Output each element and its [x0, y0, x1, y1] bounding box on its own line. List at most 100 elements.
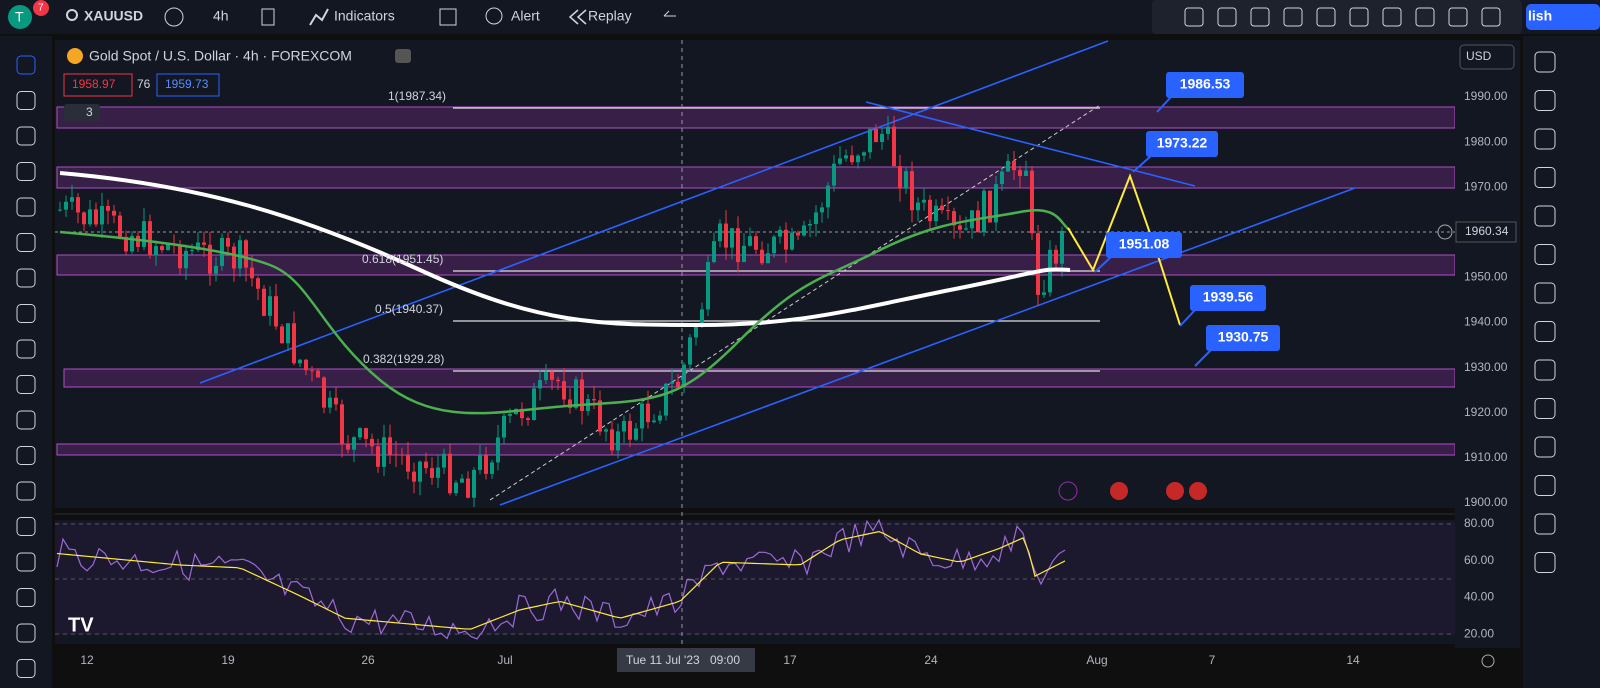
- candle: [748, 236, 752, 246]
- tool-button[interactable]: [16, 339, 36, 359]
- undo[interactable]: [663, 10, 676, 17]
- tool-button[interactable]: [16, 446, 36, 465]
- callout-box: [1206, 325, 1280, 351]
- candle: [640, 403, 644, 429]
- event-icon: [1166, 482, 1184, 500]
- candle: [604, 429, 608, 432]
- tool-button[interactable]: [16, 55, 36, 75]
- candle: [562, 381, 566, 400]
- callout-box: [1146, 131, 1218, 157]
- candle: [670, 381, 674, 384]
- candle: [238, 240, 242, 269]
- drawing-tool[interactable]: [1415, 7, 1435, 27]
- ask: 1959.73: [165, 77, 209, 91]
- side-button[interactable]: [1534, 167, 1556, 188]
- drawing-tool[interactable]: [1349, 7, 1369, 27]
- settings-button[interactable]: [1481, 654, 1495, 668]
- candle: [208, 244, 212, 274]
- candle: [184, 250, 188, 269]
- tool-button[interactable]: [16, 162, 36, 181]
- interval[interactable]: 4h: [213, 8, 229, 24]
- layouts-button[interactable]: [439, 8, 457, 26]
- side-button[interactable]: [1534, 244, 1556, 265]
- side-button[interactable]: [1534, 513, 1556, 535]
- drawing-tool[interactable]: [1217, 7, 1237, 27]
- side-button[interactable]: [1534, 398, 1556, 419]
- candle: [466, 478, 470, 498]
- candle: [376, 446, 380, 467]
- candle: [904, 171, 908, 189]
- tool-button[interactable]: [16, 410, 36, 430]
- tool-button[interactable]: [16, 481, 36, 501]
- candle: [820, 207, 824, 213]
- drawing-tool[interactable]: [1382, 7, 1402, 27]
- candle: [994, 184, 998, 223]
- candle: [412, 471, 416, 482]
- replay[interactable]: Replay: [588, 8, 632, 24]
- alert[interactable]: Alert: [511, 8, 540, 24]
- tool-button[interactable]: [16, 517, 36, 536]
- tool-button[interactable]: [16, 623, 36, 643]
- fib-trend: [489, 104, 1101, 501]
- chart-type[interactable]: [261, 8, 275, 26]
- side-button[interactable]: [1534, 128, 1556, 150]
- tool-button[interactable]: [16, 233, 36, 252]
- publish-button[interactable]: [1526, 4, 1600, 30]
- drawing-tool[interactable]: [1481, 7, 1501, 27]
- drawing-tool[interactable]: [1316, 7, 1336, 27]
- tool-button[interactable]: [16, 375, 36, 394]
- candle: [484, 455, 488, 474]
- drawing-tool[interactable]: [1283, 7, 1303, 27]
- indicators[interactable]: Indicators: [334, 8, 395, 24]
- candle: [358, 428, 362, 438]
- tool-button[interactable]: [16, 197, 36, 217]
- side-button[interactable]: [1534, 90, 1556, 111]
- tool-button[interactable]: [16, 268, 36, 288]
- plus-button[interactable]: [1437, 224, 1453, 240]
- side-button[interactable]: [1534, 359, 1556, 381]
- tool-button[interactable]: [16, 588, 36, 607]
- candle: [418, 461, 422, 482]
- price-axis: [1455, 40, 1520, 648]
- compare-button[interactable]: [164, 7, 184, 27]
- candle: [568, 399, 572, 408]
- fib-label: 1(1987.34): [388, 89, 446, 103]
- candle: [262, 288, 266, 316]
- rsi: [56, 518, 1066, 640]
- candle: [658, 415, 662, 421]
- tool-button[interactable]: [16, 126, 36, 146]
- ask-box[interactable]: [156, 73, 220, 97]
- candle: [352, 437, 356, 450]
- zones: [56, 106, 1456, 456]
- candle: [520, 408, 524, 419]
- side-button[interactable]: [1534, 552, 1556, 573]
- indicator-toggle[interactable]: [64, 104, 100, 122]
- projection: [1067, 173, 1181, 326]
- avatar[interactable]: [8, 5, 32, 29]
- tool-button[interactable]: [16, 304, 36, 323]
- side-button[interactable]: [1534, 282, 1556, 304]
- side-button[interactable]: [1534, 475, 1556, 496]
- tool-button[interactable]: [16, 659, 36, 678]
- candle: [856, 155, 860, 163]
- side-button[interactable]: [1534, 205, 1556, 227]
- symbol[interactable]: XAUUSD: [84, 8, 143, 24]
- tool-button[interactable]: [16, 91, 36, 110]
- side-button[interactable]: [1534, 436, 1556, 458]
- candle: [910, 171, 914, 211]
- tool-button[interactable]: [16, 552, 36, 572]
- candle: [472, 469, 476, 498]
- candle: [784, 229, 788, 250]
- candle: [112, 210, 116, 216]
- drawing-tool[interactable]: [1448, 7, 1468, 27]
- drawing-tool[interactable]: [1184, 7, 1204, 27]
- currency-select[interactable]: [1459, 44, 1515, 70]
- callout-label: 1939.56: [1203, 289, 1254, 305]
- side-button[interactable]: [1534, 321, 1556, 342]
- collapse-button[interactable]: [395, 49, 411, 63]
- side-button[interactable]: [1534, 51, 1556, 73]
- time-label: 7: [1209, 653, 1216, 667]
- bid-box[interactable]: [63, 73, 133, 97]
- drawing-tool[interactable]: [1250, 7, 1270, 27]
